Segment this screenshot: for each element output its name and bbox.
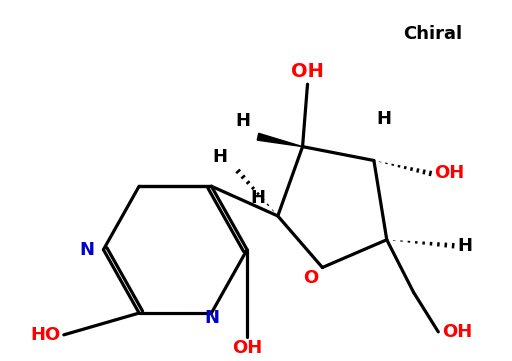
- Polygon shape: [257, 133, 303, 147]
- Text: O: O: [303, 269, 318, 287]
- Text: Chiral: Chiral: [403, 25, 463, 43]
- Text: OH: OH: [442, 323, 473, 341]
- Text: H: H: [250, 189, 266, 207]
- Text: N: N: [79, 241, 95, 258]
- Text: H: H: [457, 237, 472, 255]
- Text: OH: OH: [434, 164, 464, 182]
- Text: N: N: [204, 309, 219, 327]
- Text: H: H: [236, 112, 250, 130]
- Text: HO: HO: [31, 326, 61, 344]
- Text: OH: OH: [291, 62, 324, 81]
- Text: H: H: [213, 148, 228, 166]
- Text: H: H: [376, 110, 391, 128]
- Text: OH: OH: [232, 339, 262, 357]
